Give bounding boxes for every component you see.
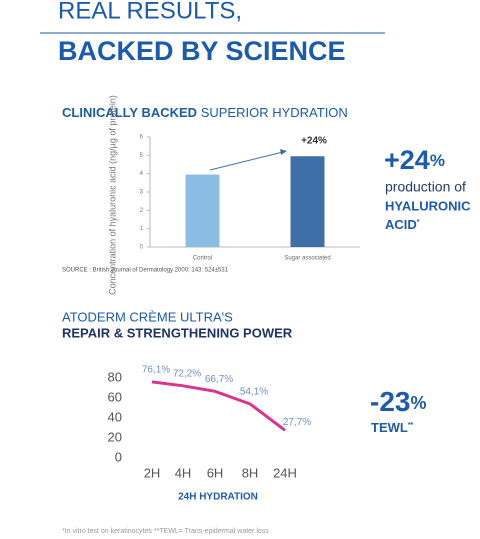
stat-unit: % bbox=[430, 151, 445, 170]
chart2-title2: REPAIR & STRENGTHENING POWER bbox=[62, 325, 293, 340]
stat1-line2: HYALURONIC bbox=[385, 198, 471, 213]
y-tick-label: 80 bbox=[108, 369, 122, 384]
value-label: 66,7% bbox=[205, 374, 233, 385]
stat-mark: ** bbox=[408, 422, 414, 429]
x-tick-label: 24H bbox=[273, 465, 297, 480]
line bbox=[151, 380, 286, 432]
value-label: 72,2% bbox=[173, 368, 201, 379]
arrow bbox=[209, 151, 284, 171]
stat2-line1: TEWL** bbox=[371, 420, 414, 435]
value-label: 76,1% bbox=[142, 365, 170, 376]
x-tick-label: 4H bbox=[175, 465, 192, 480]
stat-text: ACID bbox=[385, 217, 417, 232]
y-tick-label: 3 bbox=[140, 190, 144, 196]
x-axis-label: 24H HYDRATION bbox=[178, 492, 258, 503]
title-bold: CLINICALLY BACKED bbox=[62, 105, 197, 120]
header-line1: REAL RESULTS, bbox=[58, 0, 242, 24]
stat1-value: +24% bbox=[384, 145, 445, 175]
stat1-line3: ACID* bbox=[385, 217, 420, 232]
y-tick-label: 6 bbox=[140, 135, 144, 141]
stat-unit: % bbox=[410, 393, 426, 413]
y-tick-label: 0 bbox=[140, 245, 144, 251]
y-tick-label: 20 bbox=[108, 429, 122, 444]
stat-text: TEWL bbox=[371, 420, 408, 435]
x-tick-label: 8H bbox=[242, 465, 259, 480]
source: SOURCE : British Journal of Dermatology … bbox=[62, 268, 229, 274]
x-tick-label: Control bbox=[193, 256, 212, 262]
y-axis-label: Concentration of hyaluronic acid (ng/µg … bbox=[107, 95, 117, 295]
stat1-line1: production of bbox=[385, 179, 466, 195]
value-label: 54,1% bbox=[240, 387, 268, 398]
bar bbox=[185, 174, 220, 247]
arrow-head bbox=[280, 149, 287, 155]
y-tick-label: 2 bbox=[140, 208, 144, 214]
x-tick-label: 2H bbox=[144, 465, 161, 480]
stat-number: +24 bbox=[384, 145, 430, 175]
stat-mark: * bbox=[417, 219, 420, 226]
footnote: *In vitro test on keratinocytes **TEWL= … bbox=[62, 528, 269, 535]
chart1-title: CLINICALLY BACKED SUPERIOR HYDRATION bbox=[62, 105, 348, 120]
annotation: +24% bbox=[301, 136, 327, 147]
y-tick-label: 0 bbox=[115, 449, 122, 464]
stat2-value: -23% bbox=[370, 386, 426, 417]
x-tick-label: Sugar associated bbox=[284, 256, 330, 262]
header-line2: BACKED BY SCIENCE bbox=[58, 36, 346, 66]
bar bbox=[290, 156, 325, 247]
chart2-title1: ATODERM CRÈME ULTRA'S bbox=[62, 309, 233, 324]
value-label: 27,7% bbox=[283, 417, 311, 428]
title-rest: SUPERIOR HYDRATION bbox=[201, 105, 348, 120]
y-tick-label: 5 bbox=[140, 153, 144, 159]
stat-number: -23 bbox=[370, 386, 410, 417]
y-tick-label: 4 bbox=[140, 171, 144, 177]
y-tick-label: 40 bbox=[108, 409, 122, 424]
y-tick-label: 1 bbox=[140, 226, 144, 232]
y-tick-label: 60 bbox=[108, 389, 122, 404]
x-tick-label: 6H bbox=[207, 465, 224, 480]
